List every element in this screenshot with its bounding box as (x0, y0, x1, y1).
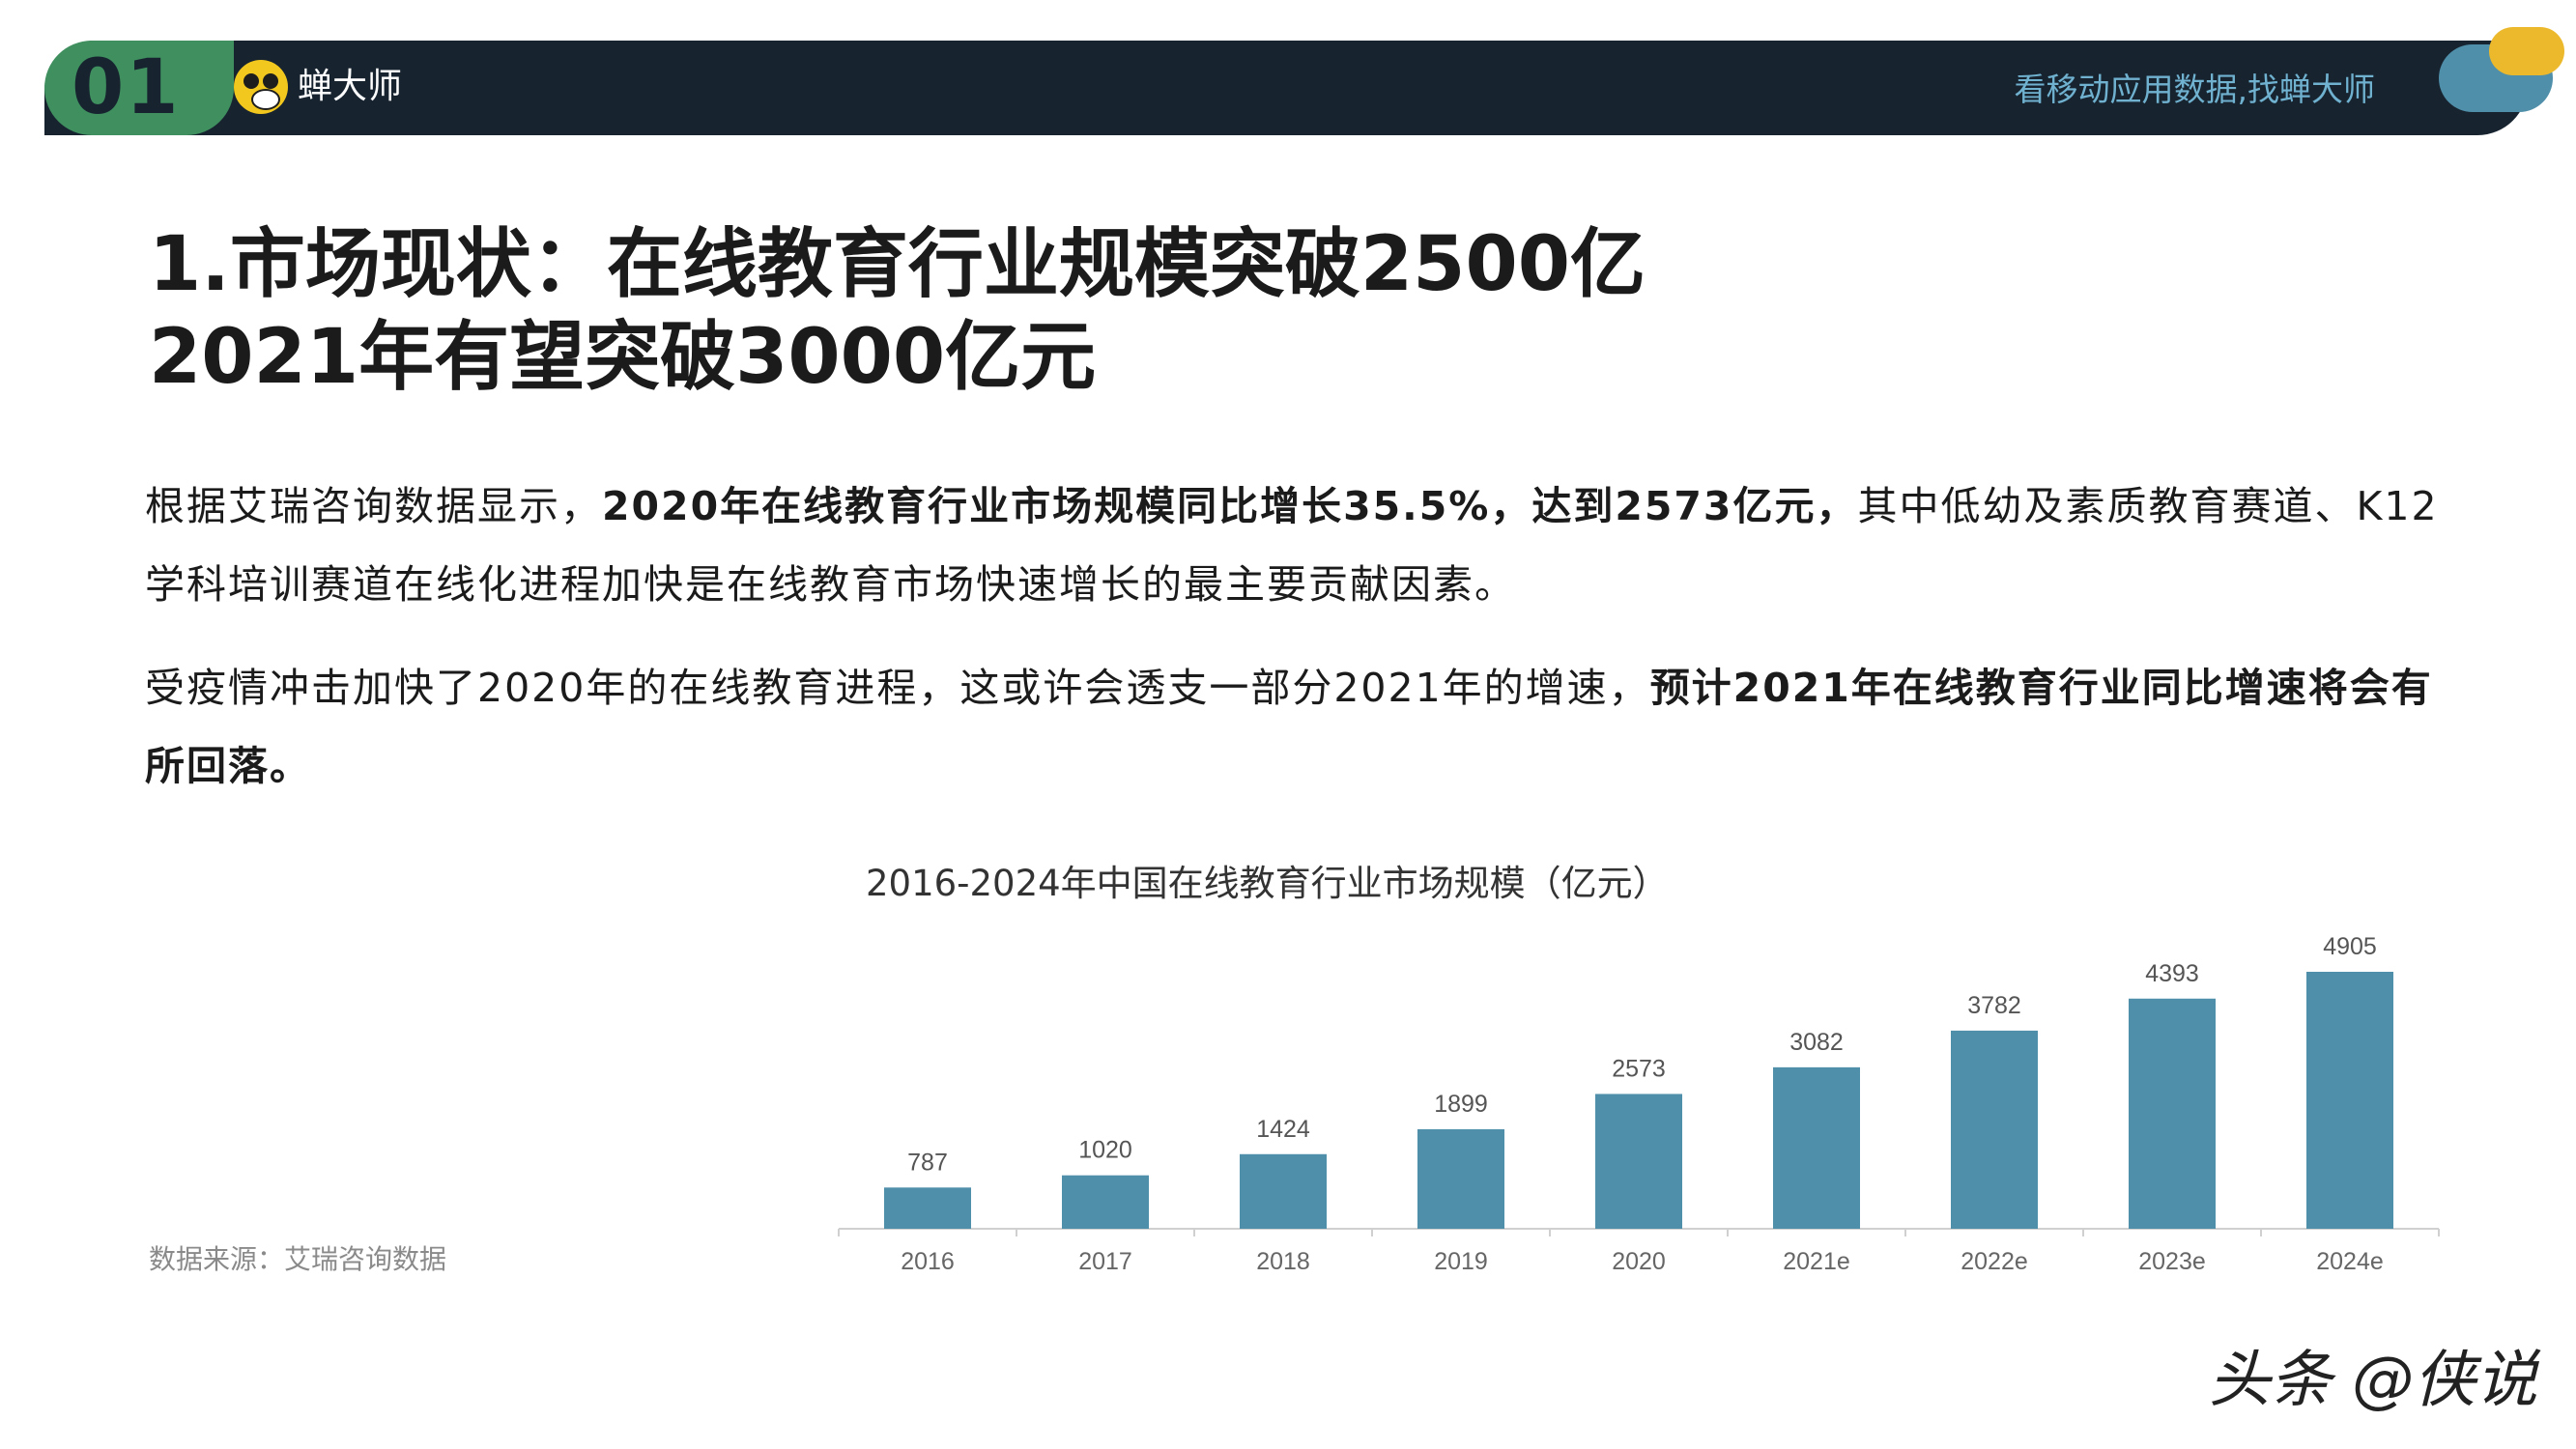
decorative-yellow-shape (2489, 27, 2564, 75)
data-label-2020: 2573 (1612, 1055, 1666, 1082)
bar-2024e (2306, 972, 2393, 1229)
data-label-2021e: 3082 (1789, 1029, 1844, 1056)
paragraph-highlight: 预计2021年在线教育行业同比增速将会有所回落。 (145, 665, 2433, 789)
section-number-badge: 01 (44, 41, 234, 135)
bar-2023e (2129, 998, 2216, 1229)
data-label-2019: 1899 (1434, 1091, 1488, 1118)
watermark: 头条 @侠说 (2208, 1345, 2537, 1416)
data-label-2024e: 4905 (2323, 933, 2377, 960)
page-title-line1: 1.市场现状：在线教育行业规模突破2500亿 (149, 221, 1646, 308)
paragraph-text: 根据艾瑞咨询数据显示， (145, 483, 602, 529)
bar-2017 (1062, 1175, 1149, 1229)
paragraph-text: 受疫情冲击加快了2020年的在线教育进程，这或许会透支一部分2021年的增速， (145, 665, 1650, 711)
x-tick-label-2018: 2018 (1256, 1248, 1310, 1275)
page-title: 1.市场现状：在线教育行业规模突破2500亿 2021年有望突破3000亿元 (149, 218, 1646, 404)
paragraph-outlook: 受疫情冲击加快了2020年的在线教育进程，这或许会透支一部分2021年的增速，预… (145, 649, 2445, 806)
cicada-logo-icon (234, 60, 288, 114)
bar-2018 (1240, 1153, 1327, 1229)
page-title-line2: 2021年有望突破3000亿元 (149, 314, 1097, 401)
data-source-note: 数据来源：艾瑞咨询数据 (149, 1243, 447, 1275)
x-tick-label-2022e: 2022e (1961, 1248, 2028, 1275)
bar-2019 (1417, 1129, 1504, 1229)
bar-2022e (1951, 1030, 2038, 1229)
paragraph-highlight: 2020年在线教育行业市场规模同比增长35.5%，达到2573亿元， (602, 483, 1858, 529)
bar-2020 (1595, 1094, 1682, 1229)
data-label-2018: 1424 (1256, 1116, 1310, 1143)
data-label-2016: 787 (907, 1149, 948, 1176)
header-slogan: 看移动应用数据,找蝉大师 (2014, 71, 2376, 108)
header-bar (44, 41, 2528, 135)
x-tick-label-2020: 2020 (1612, 1248, 1666, 1275)
data-label-2017: 1020 (1078, 1137, 1132, 1164)
x-tick-label-2016: 2016 (901, 1248, 955, 1275)
paragraph-market-size: 根据艾瑞咨询数据显示，2020年在线教育行业市场规模同比增长35.5%，达到25… (145, 468, 2445, 624)
chart-title: 2016-2024年中国在线教育行业市场规模（亿元） (866, 863, 1669, 904)
x-tick-label-2017: 2017 (1078, 1248, 1132, 1275)
data-label-2023e: 4393 (2145, 960, 2199, 987)
paragraph-text: 其中低幼及素质教育赛道、K12学科培训赛道在线化进程加快是在线教育市场快速增长的… (145, 483, 2439, 608)
bar-2016 (884, 1187, 971, 1229)
bar-2021e (1773, 1066, 1860, 1229)
x-tick-label-2024e: 2024e (2316, 1248, 2384, 1275)
brand-name: 蝉大师 (298, 67, 403, 106)
data-label-2022e: 3782 (1967, 992, 2021, 1019)
x-tick-label-2019: 2019 (1434, 1248, 1488, 1275)
x-tick-label-2021e: 2021e (1783, 1248, 1850, 1275)
x-tick-label-2023e: 2023e (2138, 1248, 2206, 1275)
bar-chart: 787 2016 1020 2017 1424 2018 1899 2019 2573 2020 3… (838, 933, 2440, 1275)
